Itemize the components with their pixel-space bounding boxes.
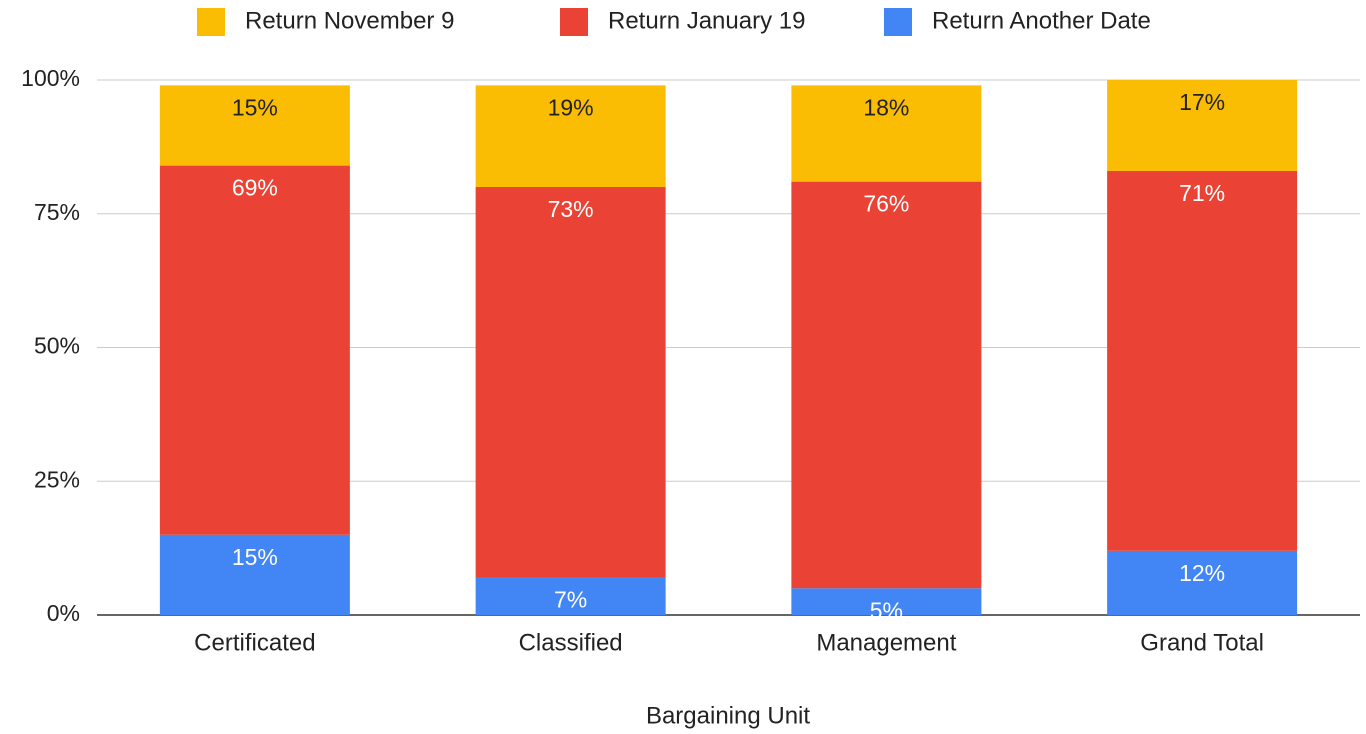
x-tick-label: Certificated <box>194 629 315 656</box>
bar-segment <box>475 577 666 615</box>
legend-swatch <box>884 8 912 36</box>
data-label: 12% <box>1179 560 1225 586</box>
y-tick-label: 0% <box>47 600 80 626</box>
x-tick-label: Classified <box>519 629 623 656</box>
bar-segment <box>475 187 666 578</box>
data-label: 69% <box>232 175 278 201</box>
data-label: 15% <box>232 94 278 120</box>
bar-segment <box>159 85 350 166</box>
legend-swatch <box>560 8 588 36</box>
x-axis-title: Bargaining Unit <box>646 702 810 729</box>
bar-segment <box>1107 80 1298 171</box>
y-tick-label: 25% <box>34 466 80 492</box>
bar-segment <box>1107 170 1298 551</box>
bar-segment <box>159 165 350 535</box>
data-label: 5% <box>870 597 903 623</box>
legend-label: Return November 9 <box>245 7 454 34</box>
y-tick-label: 75% <box>34 199 80 225</box>
data-label: 18% <box>863 94 909 120</box>
bar-segment <box>791 588 982 615</box>
x-tick-label: Grand Total <box>1140 629 1264 656</box>
legend-label: Return Another Date <box>932 7 1151 34</box>
legend-label: Return January 19 <box>608 7 805 34</box>
y-tick-label: 50% <box>34 333 80 359</box>
bar-segment <box>159 534 350 615</box>
bar-segment <box>475 85 666 187</box>
x-tick-label: Management <box>816 629 956 656</box>
data-label: 73% <box>548 196 594 222</box>
bar-segment <box>1107 550 1298 615</box>
bar-segment <box>791 85 982 182</box>
data-label: 19% <box>548 94 594 120</box>
data-label: 7% <box>554 587 587 613</box>
y-tick-label: 100% <box>21 65 80 91</box>
bar-segment <box>791 181 982 589</box>
data-label: 71% <box>1179 180 1225 206</box>
data-label: 17% <box>1179 89 1225 115</box>
data-label: 15% <box>232 544 278 570</box>
legend-swatch <box>197 8 225 36</box>
data-label: 76% <box>863 191 909 217</box>
